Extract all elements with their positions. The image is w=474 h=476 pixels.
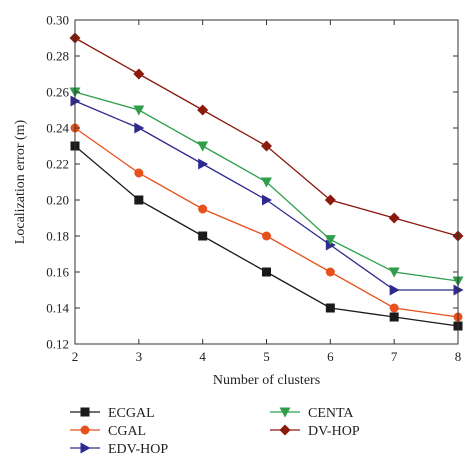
data-point-cgal-3 (134, 169, 143, 178)
legend-label: EDV-HOP (108, 442, 168, 457)
legend-item-cgal: CGAL (70, 424, 146, 439)
data-point-dv-hop-4 (197, 105, 208, 116)
data-point-ecgal-6 (326, 304, 335, 313)
data-point-centa-3 (133, 106, 144, 116)
data-point-edv-hop-4 (198, 159, 208, 170)
x-tick-label: 4 (199, 349, 206, 364)
legend-item-ecgal: ECGAL (70, 406, 155, 421)
axes-layer: 2 3 4 5 6 7 8 0.12 0.14 0.16 0.18 0.20 0.22 0.24 0.26 0… (13, 13, 461, 389)
x-axis-label: Number of clusters (213, 373, 320, 388)
y-axis-label: Localization error (m) (13, 119, 28, 244)
data-point-centa-4 (197, 142, 208, 152)
data-point-cgal-4 (198, 205, 207, 214)
legend-marker-edv-hop (81, 443, 91, 454)
y-tick-label: 0.22 (46, 157, 69, 172)
series-line-dv-hop (75, 38, 458, 236)
legend-marker-cgal (81, 426, 90, 435)
data-point-edv-hop-5 (262, 195, 272, 206)
data-point-ecgal-7 (390, 313, 399, 322)
y-tick-label: 0.12 (46, 337, 69, 352)
data-point-cgal-5 (262, 232, 271, 241)
y-tick-label: 0.20 (46, 193, 69, 208)
data-point-ecgal-5 (262, 268, 271, 277)
legend-marker-ecgal (81, 408, 90, 417)
legend-label: CENTA (308, 406, 354, 421)
y-tick-label: 0.14 (46, 301, 69, 316)
series-edv-hop (71, 96, 464, 296)
y-tick-label: 0.24 (46, 121, 69, 136)
series-dv-hop (70, 33, 464, 242)
y-tick-label: 0.18 (46, 229, 69, 244)
data-point-cgal-6 (326, 268, 335, 277)
legend-label: CGAL (108, 424, 146, 439)
series-centa (70, 88, 464, 287)
data-point-ecgal-4 (198, 232, 207, 241)
x-tick-label: 5 (263, 349, 270, 364)
legend: ECGAL CGAL EDV-HOP CENTA DV-HOP (70, 406, 360, 457)
legend-marker-dv-hop (280, 425, 291, 436)
series-cgal (71, 124, 463, 322)
legend-item-dv-hop: DV-HOP (270, 424, 360, 439)
data-point-edv-hop-3 (134, 123, 144, 134)
legend-label: DV-HOP (308, 424, 360, 439)
y-tick-label: 0.16 (46, 265, 69, 280)
x-tick-label: 7 (391, 349, 398, 364)
x-tick-label: 2 (72, 349, 79, 364)
x-tick-label: 8 (455, 349, 462, 364)
series-line-cgal (75, 128, 458, 317)
legend-item-edv-hop: EDV-HOP (70, 442, 168, 457)
x-tick-label: 3 (136, 349, 143, 364)
x-tick-label: 6 (327, 349, 334, 364)
data-point-edv-hop-7 (390, 285, 400, 296)
data-point-cgal-7 (390, 304, 399, 313)
y-tick-label: 0.28 (46, 49, 69, 64)
series-layer (70, 33, 464, 331)
y-tick-label: 0.26 (46, 85, 69, 100)
y-tick-label: 0.30 (46, 13, 69, 28)
legend-label: ECGAL (108, 406, 155, 421)
legend-item-centa: CENTA (270, 406, 354, 421)
series-line-edv-hop (75, 101, 458, 290)
data-point-dv-hop-3 (133, 69, 144, 80)
data-point-ecgal-3 (134, 196, 143, 205)
data-point-dv-hop-7 (389, 213, 400, 224)
